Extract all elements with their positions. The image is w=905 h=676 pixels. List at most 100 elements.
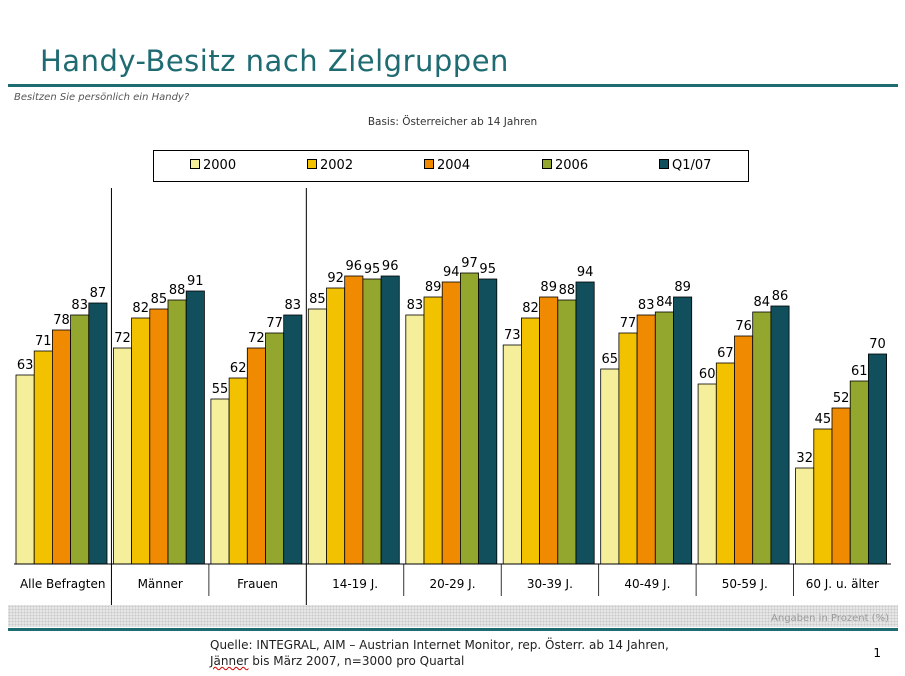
bar bbox=[307, 308, 327, 565]
bar bbox=[167, 299, 187, 565]
category-label: 14-19 J. bbox=[332, 577, 378, 591]
category-label: 60 J. u. älter bbox=[806, 577, 879, 591]
data-label: 82 bbox=[132, 301, 149, 316]
bar bbox=[636, 314, 656, 565]
bar bbox=[283, 314, 303, 565]
data-label: 91 bbox=[187, 274, 204, 289]
bar bbox=[52, 329, 72, 565]
data-label: 88 bbox=[559, 283, 576, 298]
data-label: 95 bbox=[364, 262, 381, 277]
sample-basis: Basis: Österreicher ab 14 Jahren bbox=[367, 116, 538, 128]
legend-label: 2000 bbox=[203, 158, 237, 173]
bar bbox=[715, 362, 735, 565]
data-label: 89 bbox=[425, 280, 442, 295]
data-label: 70 bbox=[869, 337, 886, 352]
bar bbox=[149, 308, 169, 565]
data-label: 55 bbox=[212, 382, 229, 397]
data-label: 83 bbox=[638, 298, 655, 313]
data-label: 89 bbox=[674, 280, 691, 295]
bar bbox=[380, 275, 400, 565]
source-note: Quelle: INTEGRAL, AIM – Austrian Interne… bbox=[210, 637, 669, 669]
data-label: 52 bbox=[833, 391, 850, 406]
data-label: 62 bbox=[230, 361, 247, 376]
bar bbox=[654, 311, 674, 565]
bar bbox=[575, 281, 595, 565]
legend-item-2006: 2006 bbox=[542, 159, 588, 173]
data-label: 78 bbox=[53, 313, 70, 328]
data-label: 82 bbox=[522, 301, 539, 316]
bar bbox=[849, 380, 869, 565]
bar bbox=[228, 377, 248, 565]
bar bbox=[88, 302, 108, 565]
legend-swatch-2000 bbox=[190, 159, 200, 169]
bar bbox=[813, 428, 833, 565]
page-number: 1 bbox=[873, 646, 881, 660]
bar bbox=[618, 332, 638, 565]
data-label: 96 bbox=[382, 259, 399, 274]
data-label: 87 bbox=[90, 286, 107, 301]
bar bbox=[557, 299, 577, 565]
bar bbox=[521, 317, 541, 565]
category-label: 20-29 J. bbox=[429, 577, 475, 591]
data-label: 76 bbox=[735, 319, 752, 334]
data-label: 77 bbox=[266, 316, 283, 331]
footer-divider bbox=[8, 628, 898, 631]
source-line-2-rest: bis März 2007, n=3000 pro Quartal bbox=[248, 654, 465, 668]
legend-label: 2004 bbox=[437, 158, 471, 173]
bar bbox=[795, 467, 815, 565]
unit-note: Angaben in Prozent (%) bbox=[771, 613, 889, 624]
legend-swatch-2004 bbox=[424, 159, 434, 169]
bar bbox=[478, 278, 498, 565]
bar bbox=[405, 314, 425, 565]
bar bbox=[15, 374, 35, 565]
data-label: 72 bbox=[248, 331, 265, 346]
bar bbox=[600, 368, 620, 565]
data-label: 97 bbox=[461, 256, 478, 271]
bar bbox=[113, 347, 133, 565]
data-label: 96 bbox=[346, 259, 363, 274]
data-label: 85 bbox=[151, 292, 168, 307]
bar bbox=[539, 296, 559, 565]
title-divider bbox=[8, 84, 898, 87]
legend-swatch-2006 bbox=[542, 159, 552, 169]
data-label: 88 bbox=[169, 283, 186, 298]
data-label: 65 bbox=[602, 352, 619, 367]
data-label: 94 bbox=[577, 265, 594, 280]
bar bbox=[673, 296, 693, 565]
bar bbox=[326, 287, 346, 565]
legend-item-2004: 2004 bbox=[424, 159, 470, 173]
data-label: 95 bbox=[479, 262, 496, 277]
bar bbox=[502, 344, 522, 565]
data-label: 61 bbox=[851, 364, 868, 379]
data-label: 72 bbox=[114, 331, 131, 346]
data-label: 94 bbox=[443, 265, 460, 280]
bar bbox=[441, 281, 461, 565]
data-label: 85 bbox=[309, 292, 326, 307]
data-label: 63 bbox=[17, 358, 34, 373]
bar bbox=[210, 398, 230, 565]
data-label: 67 bbox=[717, 346, 734, 361]
bar bbox=[752, 311, 772, 565]
data-label: 83 bbox=[285, 298, 302, 313]
survey-question: Besitzen Sie persönlich ein Handy? bbox=[14, 92, 190, 103]
data-label: 89 bbox=[540, 280, 557, 295]
category-label: Frauen bbox=[237, 577, 278, 591]
category-label: 40-49 J. bbox=[624, 577, 670, 591]
data-label: 83 bbox=[407, 298, 424, 313]
bar bbox=[362, 278, 382, 565]
legend-label: 2006 bbox=[555, 158, 589, 173]
bar bbox=[265, 332, 285, 565]
legend-label: 2002 bbox=[320, 158, 354, 173]
source-month-word: Jänner bbox=[210, 654, 249, 668]
data-label: 86 bbox=[772, 289, 789, 304]
bar bbox=[344, 275, 364, 565]
source-line-1: Quelle: INTEGRAL, AIM – Austrian Interne… bbox=[210, 638, 669, 652]
page-title: Handy-Besitz nach Zielgruppen bbox=[40, 44, 509, 78]
bar bbox=[70, 314, 90, 565]
data-label: 77 bbox=[620, 316, 637, 331]
legend-item-2000: 2000 bbox=[190, 159, 236, 173]
category-label: 30-39 J. bbox=[527, 577, 573, 591]
data-label: 73 bbox=[504, 328, 521, 343]
bar bbox=[423, 296, 443, 565]
